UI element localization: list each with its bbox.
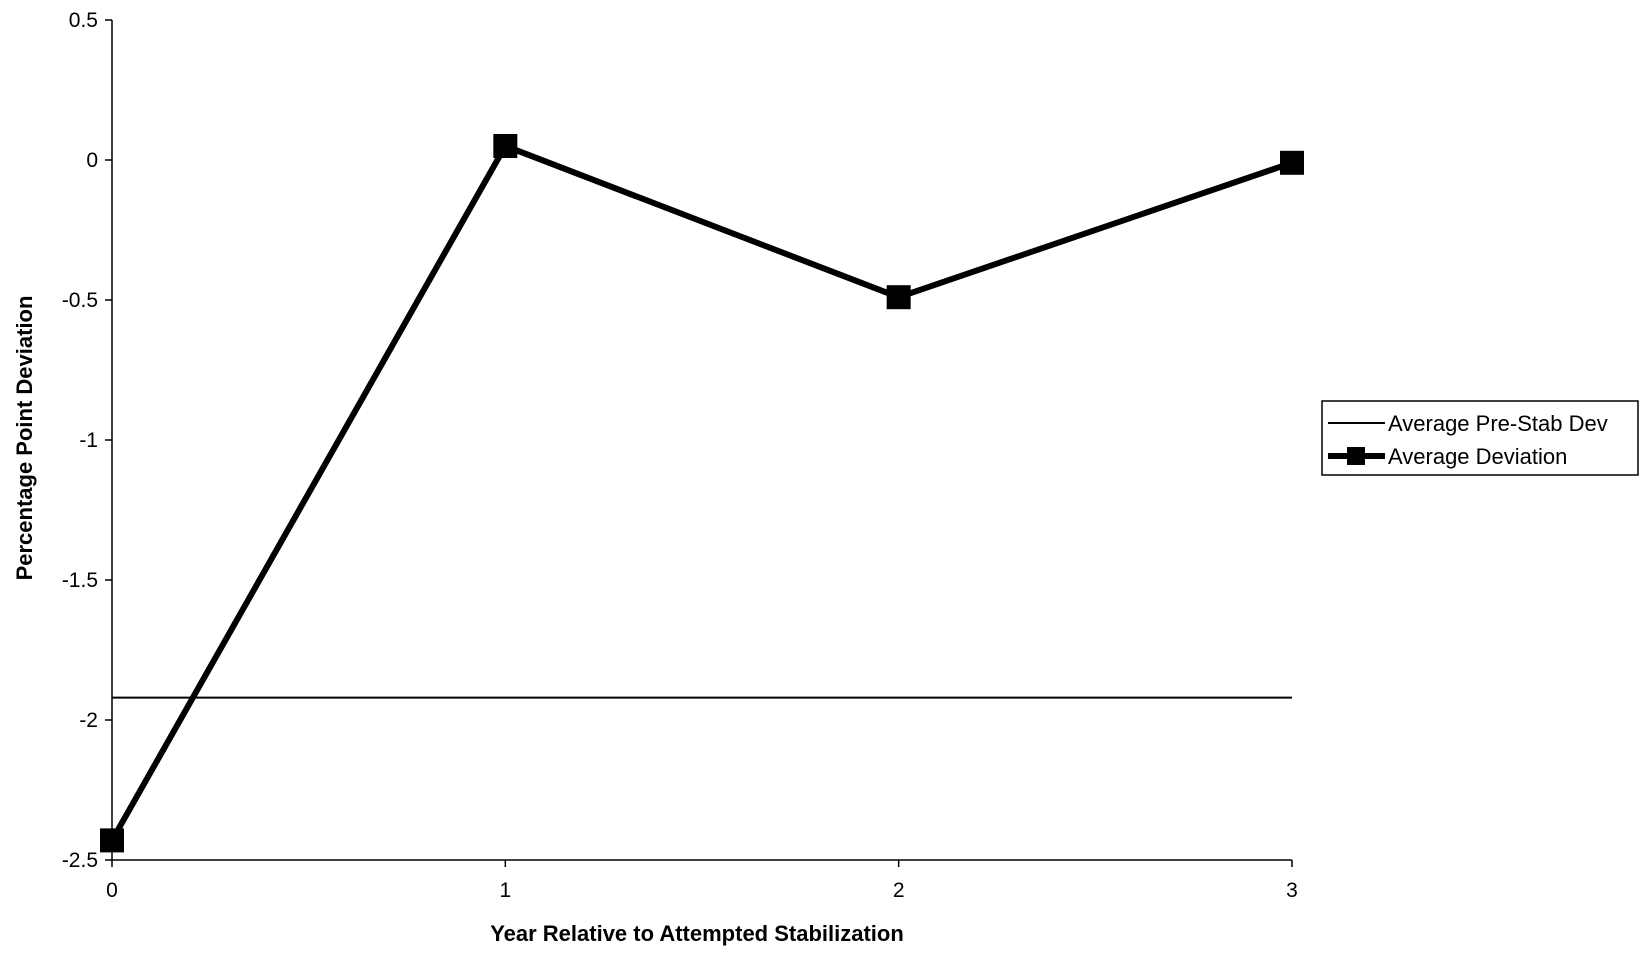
y-tick-label: -2.5 <box>62 849 98 872</box>
y-tick-label: -0.5 <box>62 289 98 312</box>
x-axis-title: Year Relative to Attempted Stabilization <box>490 921 904 946</box>
x-tick-label: 3 <box>1286 879 1298 902</box>
y-tick-label: -1.5 <box>62 569 98 592</box>
legend-label-avg-dev: Average Deviation <box>1388 444 1567 469</box>
plot-area <box>100 134 1304 853</box>
x-tick-label: 2 <box>893 879 905 902</box>
axes: 0.5 0 -0.5 -1 -1.5 -2 -2.5 0 1 2 3 <box>62 9 1298 902</box>
y-tick-label: -1 <box>79 429 98 452</box>
y-tick-label: 0 <box>86 149 98 172</box>
y-axis-title: Percentage Point Deviation <box>12 296 37 581</box>
y-tick-label: 0.5 <box>69 9 98 32</box>
legend-marker-avg-dev <box>1347 447 1365 465</box>
data-point-average-deviation <box>1280 150 1304 175</box>
data-point-average-deviation <box>886 285 911 310</box>
x-tick-label: 0 <box>106 879 118 902</box>
data-point-average-deviation <box>100 828 124 853</box>
y-tick-label: -2 <box>79 709 98 732</box>
data-point-average-deviation <box>493 134 518 158</box>
x-tick-label: 1 <box>499 879 511 902</box>
series-line-average-deviation <box>109 142 1293 842</box>
legend: Average Pre-Stab Dev Average Deviation <box>1321 400 1639 476</box>
legend-box <box>1321 400 1639 476</box>
legend-label-pre-stab: Average Pre-Stab Dev <box>1388 411 1608 436</box>
